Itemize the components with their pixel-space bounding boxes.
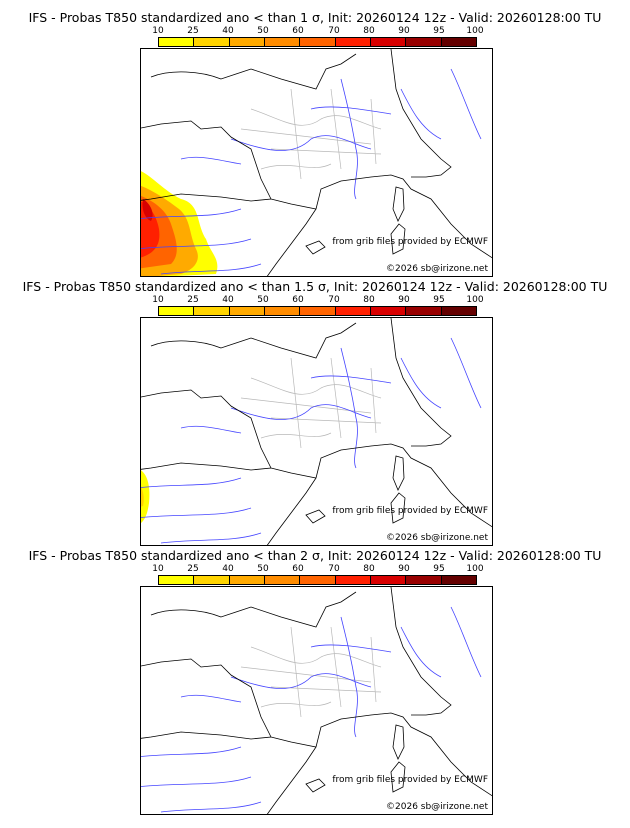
colorbar-tick-label: 95: [433, 564, 445, 574]
colorbar: [158, 37, 477, 47]
map-panel-2: IFS - Probas T850 standardized ano < tha…: [0, 269, 630, 546]
map-frame: from grib files provided by ECMWF ©2026 …: [140, 48, 493, 277]
colorbar-segment: [159, 576, 195, 584]
colorbar-tick-label: 80: [363, 26, 375, 36]
source-credit: from grib files provided by ECMWF: [332, 506, 488, 516]
colorbar-tick-label: 50: [257, 564, 269, 574]
corsica: [390, 186, 406, 255]
colorbar-segment: [264, 38, 301, 46]
corsica: [390, 455, 406, 524]
colorbar-segment: [300, 38, 336, 46]
colorbar-segment: [300, 307, 336, 315]
colorbar-tick-label: 80: [363, 295, 375, 305]
corsica: [390, 724, 406, 793]
colorbar-segment: [300, 576, 336, 584]
colorbar-tick-label: 40: [222, 564, 234, 574]
colorbar-segment: [370, 307, 407, 315]
colorbar-tick-label: 60: [292, 564, 304, 574]
colorbar-tick-label: 25: [187, 26, 199, 36]
colorbar-segment: [335, 38, 371, 46]
colorbar-tick-label: 100: [466, 295, 484, 305]
copyright-credit: ©2026 sb@irizone.net: [386, 264, 488, 274]
map-title: IFS - Probas T850 standardized ano < tha…: [28, 548, 602, 563]
colorbar-segment: [194, 38, 230, 46]
colorbar-tick-label: 10: [152, 26, 164, 36]
copyright-credit: ©2026 sb@irizone.net: [386, 802, 488, 812]
source-credit: from grib files provided by ECMWF: [332, 237, 488, 247]
colorbar-tick-label: 95: [433, 26, 445, 36]
colorbar-tick-label: 50: [257, 295, 269, 305]
colorbar: [158, 575, 477, 585]
colorbar-segment: [229, 576, 265, 584]
rivers: [141, 68, 482, 275]
map-panel-3: IFS - Probas T850 standardized ano < tha…: [0, 538, 630, 815]
balearic-islands: [305, 240, 326, 255]
colorbar-tick-label: 60: [292, 295, 304, 305]
colorbar-tick-label: 100: [466, 26, 484, 36]
balearic-islands: [305, 778, 326, 793]
colorbar-segment: [229, 38, 265, 46]
colorbar-segment: [370, 38, 407, 46]
colorbar: [158, 306, 477, 316]
rivers: [141, 337, 482, 544]
colorbar-tick-label: 90: [398, 564, 410, 574]
source-credit: from grib files provided by ECMWF: [332, 775, 488, 785]
colorbar-tick-label: 95: [433, 295, 445, 305]
colorbar-segment: [441, 576, 476, 584]
colorbar-segment: [335, 307, 371, 315]
colorbar-segment: [406, 38, 442, 46]
admin-borders: [240, 88, 382, 180]
probability-area: [141, 470, 150, 523]
colorbar-tick-label: 10: [152, 295, 164, 305]
copyright-credit: ©2026 sb@irizone.net: [386, 533, 488, 543]
admin-borders: [240, 626, 382, 718]
colorbar-tick-label: 90: [398, 295, 410, 305]
map-canvas: [141, 587, 492, 814]
colorbar-segment: [194, 307, 230, 315]
colorbar-segment: [159, 307, 195, 315]
map-canvas: [141, 49, 492, 276]
colorbar-segment: [441, 307, 476, 315]
admin-borders: [240, 357, 382, 449]
colorbar-tick-label: 10: [152, 564, 164, 574]
colorbar-segment: [406, 307, 442, 315]
colorbar-segment: [264, 307, 301, 315]
colorbar-tick-label: 40: [222, 26, 234, 36]
colorbar-tick-label: 70: [328, 26, 340, 36]
colorbar-tick-label: 70: [328, 295, 340, 305]
colorbar-tick-label: 60: [292, 26, 304, 36]
map-canvas: [141, 318, 492, 545]
colorbar-segment: [335, 576, 371, 584]
map-title: IFS - Probas T850 standardized ano < tha…: [22, 279, 608, 294]
colorbar-tick-label: 70: [328, 564, 340, 574]
colorbar-tick-label: 40: [222, 295, 234, 305]
coastline: [141, 587, 492, 814]
colorbar-segment: [194, 576, 230, 584]
rivers: [141, 606, 482, 813]
coastline: [141, 318, 492, 545]
balearic-islands: [305, 509, 326, 524]
colorbar-segment: [159, 38, 195, 46]
coastline: [141, 49, 492, 276]
colorbar-segment: [229, 307, 265, 315]
colorbar-tick-label: 25: [187, 564, 199, 574]
colorbar-tick-label: 100: [466, 564, 484, 574]
colorbar-tick-label: 25: [187, 295, 199, 305]
colorbar-tick-label: 90: [398, 26, 410, 36]
colorbar-tick-label: 80: [363, 564, 375, 574]
map-title: IFS - Probas T850 standardized ano < tha…: [28, 10, 602, 25]
colorbar-segment: [441, 38, 476, 46]
map-panel-1: IFS - Probas T850 standardized ano < tha…: [0, 0, 630, 277]
colorbar-tick-label: 50: [257, 26, 269, 36]
colorbar-segment: [370, 576, 407, 584]
map-frame: from grib files provided by ECMWF ©2026 …: [140, 586, 493, 815]
colorbar-segment: [406, 576, 442, 584]
colorbar-segment: [264, 576, 301, 584]
map-frame: from grib files provided by ECMWF ©2026 …: [140, 317, 493, 546]
